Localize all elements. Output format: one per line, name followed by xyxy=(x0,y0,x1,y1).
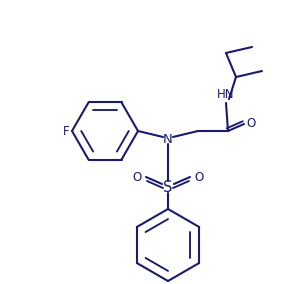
Text: N: N xyxy=(163,133,173,145)
Text: HN: HN xyxy=(217,88,235,101)
Text: F: F xyxy=(62,124,69,137)
Text: O: O xyxy=(246,116,255,130)
Text: O: O xyxy=(133,170,142,183)
Text: S: S xyxy=(163,179,173,195)
Text: O: O xyxy=(194,170,203,183)
